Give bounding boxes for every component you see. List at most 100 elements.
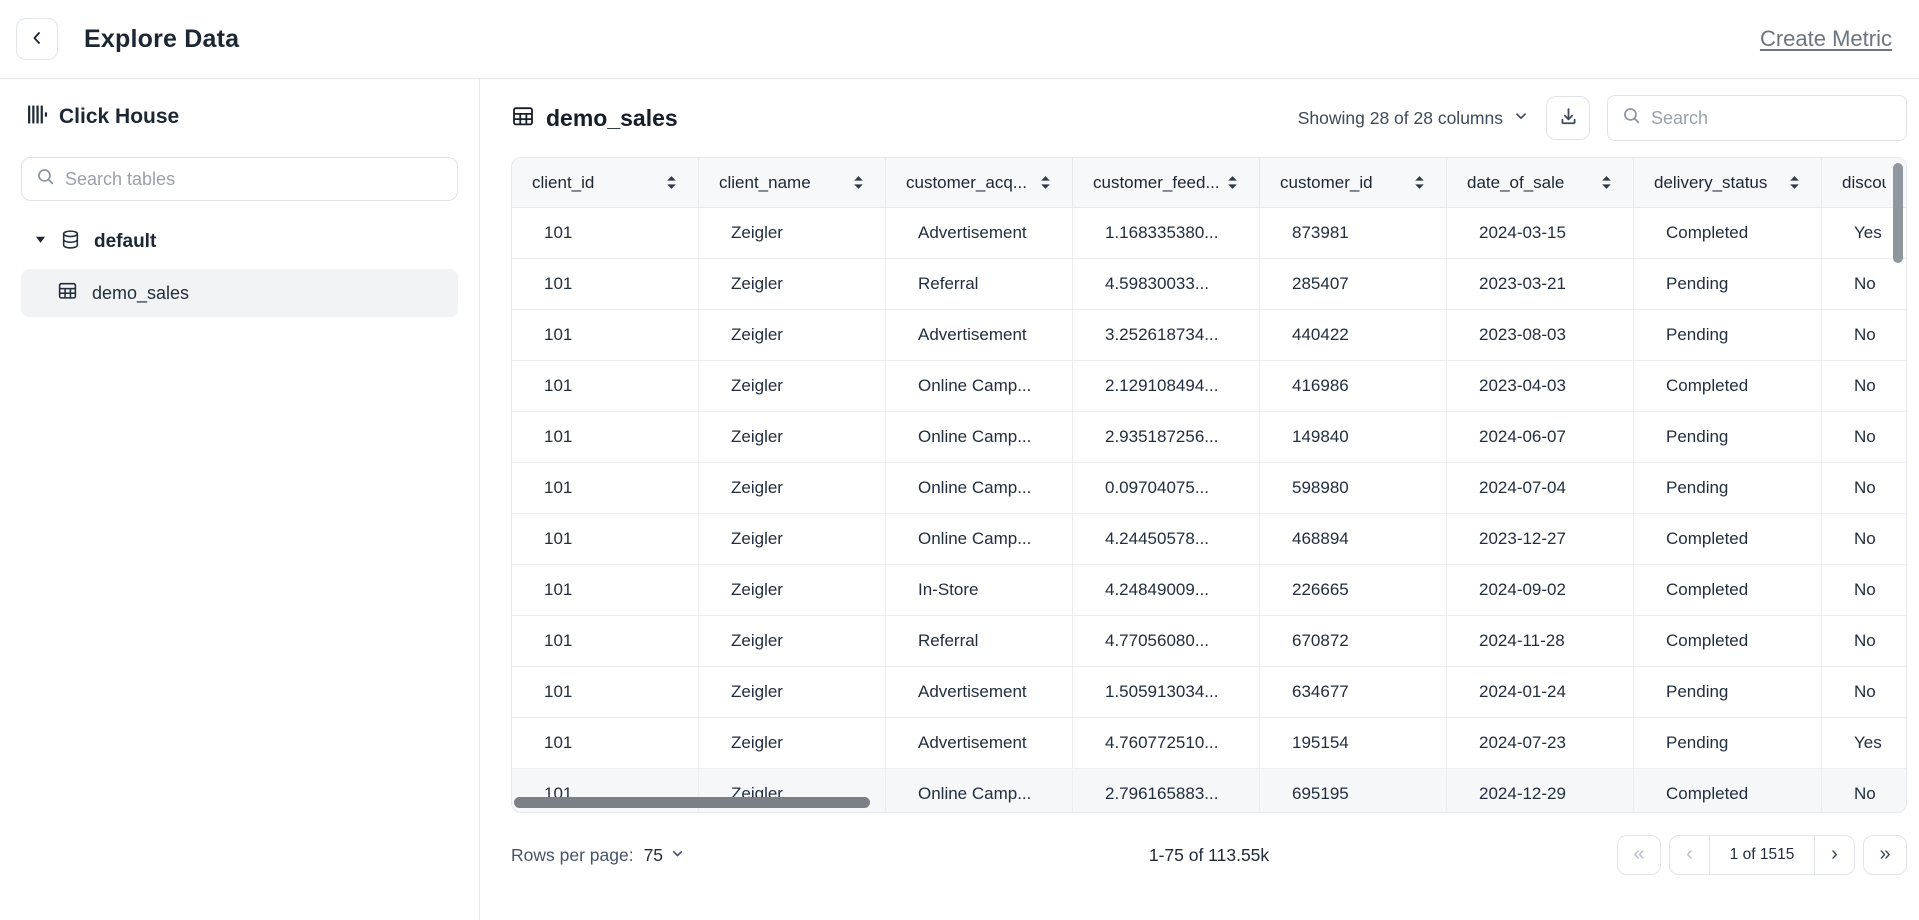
table-cell: Zeigler bbox=[699, 667, 886, 718]
page-title: Explore Data bbox=[84, 24, 240, 53]
table-cell: 468894 bbox=[1260, 514, 1447, 565]
column-label: customer_id bbox=[1280, 172, 1373, 192]
table-cell: Zeigler bbox=[699, 208, 886, 259]
table-cell: 3.252618734... bbox=[1073, 310, 1260, 361]
horizontal-scrollbar-thumb[interactable] bbox=[514, 797, 870, 808]
table-cell: 2024-03-15 bbox=[1447, 208, 1634, 259]
table-cell: 101 bbox=[512, 259, 699, 310]
column-header-1[interactable]: client_name bbox=[699, 158, 886, 208]
table-cell: Advertisement bbox=[886, 310, 1073, 361]
sort-icon[interactable] bbox=[1413, 175, 1426, 190]
caret-down-icon[interactable] bbox=[34, 233, 47, 251]
download-button[interactable] bbox=[1546, 96, 1590, 140]
sort-icon[interactable] bbox=[852, 175, 865, 190]
first-page-button[interactable]: « bbox=[1617, 835, 1661, 875]
table-cell: 670872 bbox=[1260, 616, 1447, 667]
row-range-text: 1-75 of 113.55k bbox=[1148, 844, 1270, 865]
column-header-0[interactable]: client_id bbox=[512, 158, 699, 208]
sidebar-item-demo-sales[interactable]: demo_sales bbox=[21, 269, 458, 317]
table-cell: 2024-07-23 bbox=[1447, 718, 1634, 769]
table-cell: No bbox=[1822, 310, 1906, 361]
table-cell: Pending bbox=[1634, 718, 1822, 769]
table-cell: 598980 bbox=[1260, 463, 1447, 514]
table-cell: 4.59830033... bbox=[1073, 259, 1260, 310]
table-cell: 0.09704075... bbox=[1073, 463, 1260, 514]
table-row: 101 Zeigler In-Store 4.24849009... 226665 202… bbox=[512, 565, 1906, 616]
table-cell: Advertisement bbox=[886, 667, 1073, 718]
table-row: 101 Zeigler Advertisement 3.252618734... 440… bbox=[512, 310, 1906, 361]
column-label: date_of_sale bbox=[1467, 172, 1565, 192]
table-cell: Pending bbox=[1634, 310, 1822, 361]
back-button[interactable] bbox=[16, 18, 58, 60]
sort-icon[interactable] bbox=[1600, 175, 1613, 190]
table-row: 101 Zeigler Referral 4.59830033... 285407 202… bbox=[512, 259, 1906, 310]
table-title: demo_sales bbox=[546, 104, 678, 131]
table-row: 101 Zeigler Online Camp... 2.129108494... 41… bbox=[512, 361, 1906, 412]
table-row: 101 Zeigler Online Camp... 0.09704075... 598… bbox=[512, 463, 1906, 514]
prev-page-button[interactable]: ‹ bbox=[1670, 836, 1710, 874]
table-cell: In-Store bbox=[886, 565, 1073, 616]
table-cell: No bbox=[1822, 361, 1906, 412]
table-cell: No bbox=[1822, 412, 1906, 463]
data-table: client_id client_name customer_acq... custo… bbox=[511, 157, 1907, 813]
chevron-down-icon bbox=[670, 845, 685, 866]
column-header-7[interactable]: discou bbox=[1822, 158, 1906, 208]
sort-icon[interactable] bbox=[1226, 175, 1239, 190]
table-cell: Online Camp... bbox=[886, 514, 1073, 565]
table-cell: 4.24849009... bbox=[1073, 565, 1260, 616]
table-cell: 101 bbox=[512, 463, 699, 514]
table-cell: 101 bbox=[512, 667, 699, 718]
sort-icon[interactable] bbox=[665, 175, 678, 190]
table-cell: Zeigler bbox=[699, 565, 886, 616]
column-header-2[interactable]: customer_acq... bbox=[886, 158, 1073, 208]
table-cell: No bbox=[1822, 514, 1906, 565]
database-tree-item[interactable]: default bbox=[21, 229, 458, 255]
main-header: demo_sales Showing 28 of 28 columns bbox=[511, 79, 1907, 157]
table-cell: No bbox=[1822, 667, 1906, 718]
vertical-scrollbar-thumb[interactable] bbox=[1893, 163, 1903, 263]
table-cell: Completed bbox=[1634, 361, 1822, 412]
table-cell: 2023-04-03 bbox=[1447, 361, 1634, 412]
last-page-button[interactable]: » bbox=[1863, 835, 1907, 875]
table-cell: 873981 bbox=[1260, 208, 1447, 259]
rows-per-page-select[interactable]: 75 bbox=[644, 845, 685, 866]
table-cell: 416986 bbox=[1260, 361, 1447, 412]
column-label: client_id bbox=[532, 172, 595, 192]
download-icon bbox=[1558, 106, 1579, 130]
table-cell: 101 bbox=[512, 565, 699, 616]
table-row: 101 Zeigler Advertisement 1.505913034... 634… bbox=[512, 667, 1906, 718]
table-cell: 149840 bbox=[1260, 412, 1447, 463]
table-cell: 4.760772510... bbox=[1073, 718, 1260, 769]
column-header-4[interactable]: customer_id bbox=[1260, 158, 1447, 208]
table-cell: Online Camp... bbox=[886, 361, 1073, 412]
table-body: 101 Zeigler Advertisement 1.168335380... 873… bbox=[512, 208, 1906, 812]
table-cell: Completed bbox=[1634, 565, 1822, 616]
table-cell: Zeigler bbox=[699, 361, 886, 412]
table-cell: Zeigler bbox=[699, 259, 886, 310]
table-cell: 2023-12-27 bbox=[1447, 514, 1634, 565]
columns-dropdown[interactable]: Showing 28 of 28 columns bbox=[1298, 108, 1529, 129]
table-cell: No bbox=[1822, 259, 1906, 310]
table-cell: Zeigler bbox=[699, 412, 886, 463]
table-cell: 695195 bbox=[1260, 769, 1447, 812]
sort-icon[interactable] bbox=[1788, 175, 1801, 190]
column-header-3[interactable]: customer_feed... bbox=[1073, 158, 1260, 208]
table-cell: No bbox=[1822, 463, 1906, 514]
page-indicator: 1 of 1515 bbox=[1729, 846, 1795, 863]
search-input[interactable] bbox=[1651, 107, 1892, 129]
table-cell: 2.796165883... bbox=[1073, 769, 1260, 812]
sort-icon[interactable] bbox=[1039, 175, 1052, 190]
table-cell: Zeigler bbox=[699, 616, 886, 667]
column-label: client_name bbox=[719, 172, 811, 192]
table-cell: 2.935187256... bbox=[1073, 412, 1260, 463]
table-cell: 285407 bbox=[1260, 259, 1447, 310]
column-header-6[interactable]: delivery_status bbox=[1634, 158, 1822, 208]
next-page-button[interactable]: › bbox=[1814, 836, 1854, 874]
table-cell: Online Camp... bbox=[886, 769, 1073, 812]
table-cell: 440422 bbox=[1260, 310, 1447, 361]
table-cell: Pending bbox=[1634, 259, 1822, 310]
column-header-5[interactable]: date_of_sale bbox=[1447, 158, 1634, 208]
search-tables-input[interactable] bbox=[65, 168, 443, 190]
create-metric-link[interactable]: Create Metric bbox=[1759, 26, 1892, 51]
table-cell: 634677 bbox=[1260, 667, 1447, 718]
